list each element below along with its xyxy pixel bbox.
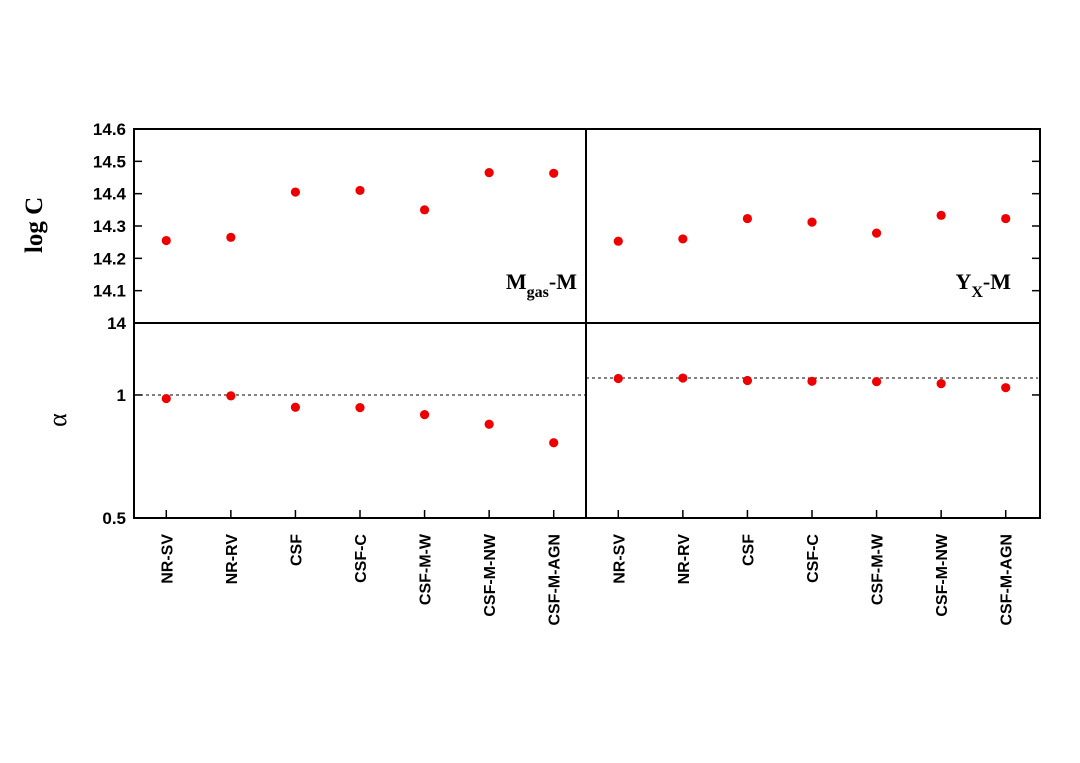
alpha-point [484, 419, 494, 429]
alpha-point [871, 377, 882, 387]
alpha-point [161, 393, 171, 404]
alpha-point [290, 402, 301, 412]
category-label: CSF-C [805, 534, 822, 583]
alpha-point [355, 403, 365, 413]
y-tick-label-logc: 14.6 [93, 120, 126, 139]
data-points [161, 168, 1011, 448]
y-axis-title-alpha: α [43, 413, 72, 427]
y-tick-label-alpha: 0.5 [102, 509, 126, 528]
logc-point [161, 235, 171, 246]
y-tick-label-logc: 14.5 [93, 152, 126, 171]
logc-point [936, 210, 946, 220]
logc-point [549, 168, 559, 178]
logc-point [484, 168, 494, 178]
alpha-point [742, 375, 753, 386]
plot-frame [133, 128, 1041, 519]
category-label: CSF-M-W [418, 533, 435, 605]
alpha-point [613, 373, 623, 384]
alpha-point [549, 438, 559, 448]
logc-point [807, 217, 817, 227]
y-tick-label-logc: 14.3 [93, 217, 126, 236]
logc-point [613, 236, 623, 246]
category-label: CSF [288, 534, 305, 566]
logc-point [742, 213, 753, 224]
alpha-point [936, 379, 946, 389]
y-tick-label-logc: 14.2 [93, 249, 126, 268]
alpha-point [419, 410, 430, 420]
tick-labels: 14 14.1 14.2 14.3 14.4 14.5 14.6 0.5 1 [93, 120, 127, 528]
logc-point [290, 187, 301, 197]
panel-label-right: YX-M [955, 269, 1011, 301]
category-label: CSF-M-NW [934, 533, 951, 617]
logc-point [355, 185, 365, 196]
y-tick-label-logc: 14.1 [93, 282, 126, 301]
category-label: CSF-M-AGN [999, 534, 1016, 626]
logc-point [419, 205, 430, 215]
category-label: NR-SV [159, 534, 176, 584]
logc-point [226, 232, 236, 242]
category-label: CSF-M-AGN [547, 534, 564, 626]
y-tick-label-logc: 14.4 [93, 185, 127, 204]
y-axis-title-logc: log C [21, 197, 48, 253]
category-label: NR-RV [224, 534, 241, 585]
category-label: NR-RV [676, 534, 693, 585]
logc-point [1001, 213, 1011, 224]
category-label: CSF-M-W [870, 533, 887, 605]
category-label: CSF-M-NW [482, 533, 499, 617]
alpha-point [1001, 383, 1011, 393]
category-label: CSF-C [353, 534, 370, 583]
alpha-point [226, 391, 236, 401]
logc-point [871, 228, 882, 238]
y-tick-label-alpha: 1 [117, 386, 126, 405]
category-label: NR-SV [611, 534, 628, 584]
category-label: CSF [740, 534, 757, 566]
logc-point [678, 234, 688, 244]
y-tick-label-logc: 14 [107, 314, 126, 333]
panel-label-left: Mgas-M [506, 269, 577, 301]
category-labels: NR-SV NR-RV CSF CSF-C CSF-M-W CSF-M-NW CSF-M-A… [159, 533, 1015, 625]
alpha-point [807, 376, 817, 386]
alpha-point [678, 373, 688, 383]
axis-ticks [134, 128, 1040, 519]
